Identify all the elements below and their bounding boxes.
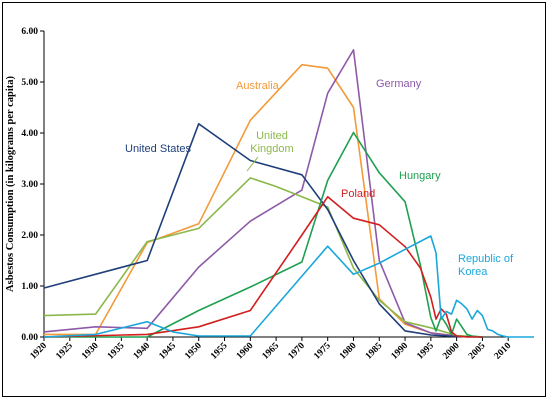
- x-tick-label: 1955: [209, 341, 230, 362]
- series-label-republic-of-korea: Republic of Korea: [458, 253, 514, 278]
- x-tick-label: 1995: [415, 341, 436, 362]
- x-tick-label: 1930: [80, 341, 101, 362]
- series-line-united-kingdom: [43, 177, 483, 338]
- x-tick-label: 1920: [29, 341, 50, 362]
- series-line-australia: [44, 63, 483, 338]
- series-line-united-states: [43, 123, 483, 338]
- x-tick-label: 1945: [158, 341, 179, 362]
- x-tick-label: 1970: [287, 341, 308, 362]
- y-tick-label: 6.00: [21, 27, 38, 37]
- x-tick-label: 1950: [183, 341, 204, 362]
- series-label-united-states: United States: [125, 143, 192, 155]
- y-tick-label: 1.00: [21, 282, 38, 292]
- y-axis-label: Asbestos Consumption (in kilograms per c…: [5, 76, 16, 292]
- series-lines: [43, 49, 534, 338]
- series-line-hungary: [44, 131, 483, 338]
- series-line-poland: [43, 196, 483, 338]
- series-labels: United States Australia Germany United Kingd…: [125, 78, 514, 278]
- series-line-republic-of-korea: [43, 235, 534, 338]
- x-tick-label: 1940: [132, 341, 153, 362]
- series-label-poland: Poland: [341, 188, 375, 200]
- x-tick-label: 1990: [390, 341, 411, 362]
- x-tick-label: 2010: [493, 341, 514, 362]
- series-label-united-kingdom: United Kingdom: [250, 130, 293, 155]
- y-tick-label: 3.00: [21, 180, 38, 190]
- y-tick-label: 5.00: [21, 78, 38, 88]
- x-tick-label: 1985: [364, 341, 385, 362]
- x-tick-label: 1975: [312, 341, 333, 362]
- series-label-germany: Germany: [376, 78, 422, 90]
- x-tick-label: 1965: [261, 341, 282, 362]
- x-tick-label: 2005: [467, 341, 488, 362]
- x-tick-label: 1960: [235, 341, 256, 362]
- x-tick-label: 1980: [338, 341, 359, 362]
- series-label-hungary: Hungary: [399, 170, 441, 182]
- x-tick-label: 1925: [54, 341, 75, 362]
- uk-label-leader: [246, 156, 259, 172]
- y-tick-label: 2.00: [21, 231, 38, 241]
- series-label-australia: Australia: [236, 80, 280, 92]
- series-line-germany: [43, 49, 483, 338]
- y-tick-label: 0.00: [21, 333, 38, 343]
- y-tick-label: 4.00: [21, 129, 38, 139]
- x-tick-label: 1935: [106, 341, 127, 362]
- x-tick-label: 2000: [441, 341, 462, 362]
- chart-frame: [2, 2, 546, 397]
